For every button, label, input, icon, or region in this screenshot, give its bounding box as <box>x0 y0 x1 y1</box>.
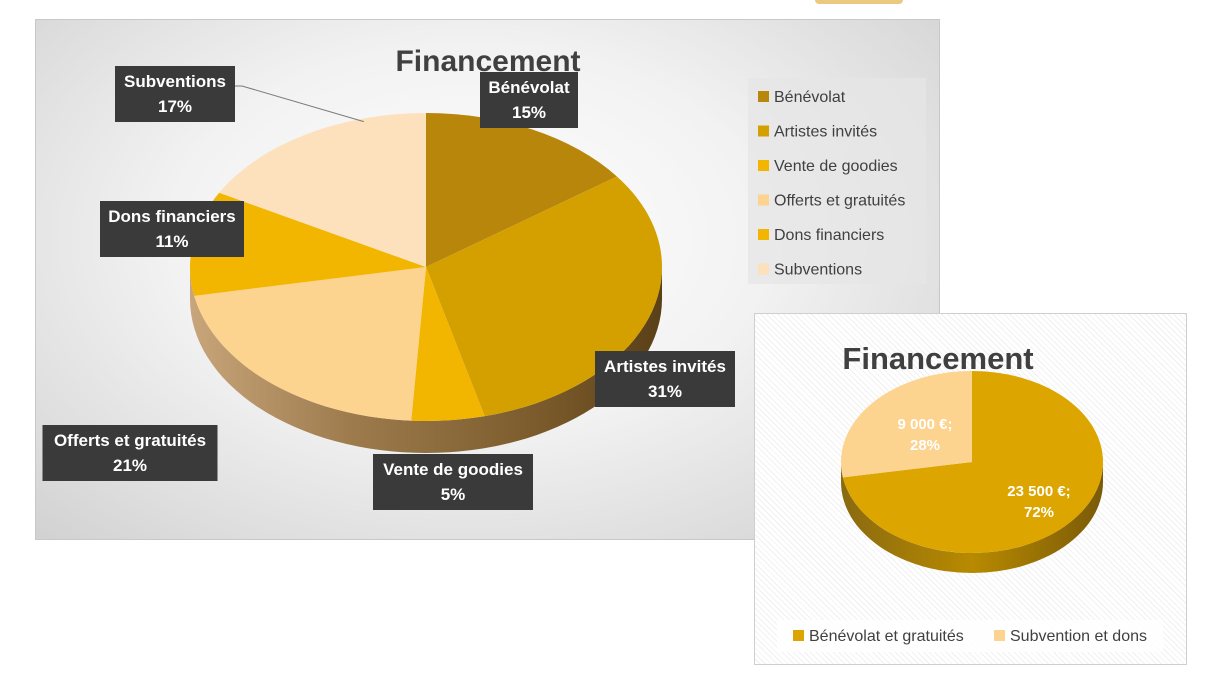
pie-2-slice-subvention-et-dons <box>841 371 972 478</box>
data-label-subventions-line-1: 17% <box>158 97 192 116</box>
legend-1-swatch <box>758 229 769 240</box>
pie-1-slice-vente-de-goodies <box>411 267 485 422</box>
legend-1-label: Subventions <box>774 262 862 279</box>
pie-chart-2-canvas: Financement 23 500 €; 72% 9 000 €; 28% Béné… <box>777 341 1163 652</box>
pie-2-data-label-benevolat-et-gratuites: 23 500 €; 72% <box>1007 483 1070 521</box>
data-label-subventions-line-0: Subventions <box>124 72 226 91</box>
legend-1-item-benevolat: Bénévolat <box>758 89 846 106</box>
legend-1-background <box>748 78 926 284</box>
legend-1-swatch <box>758 263 769 275</box>
pie-2-data-labels: 23 500 €; 72% 9 000 €; 28% <box>897 416 1070 521</box>
legend-2-swatch <box>994 630 1005 641</box>
data-label-vente-de-goodies: Vente de goodies 5% <box>373 454 533 510</box>
legend-1-item-vente-de-goodies: Vente de goodies <box>758 158 898 175</box>
legend-2-label: Bénévolat et gratuités <box>809 628 964 645</box>
pie-1-slice-benevolat <box>426 113 617 267</box>
pie-2-slices <box>841 371 1104 553</box>
pie-1-leader-lines <box>235 85 364 123</box>
pie-chart-financement-detail: Financement Bénévolat 15% Artistes invités… <box>35 19 940 540</box>
pie-1-slice-offerts-et-gratuites <box>194 267 426 421</box>
legend-1-label: Dons financiers <box>774 227 884 244</box>
chart-2-title: Financement <box>842 341 1033 376</box>
legend-1-swatch <box>758 194 769 206</box>
legend-1-label: Offerts et gratuités <box>774 193 905 210</box>
data-label-benevolat-line-1: 15% <box>512 103 546 122</box>
pie-2-side-wall <box>841 462 1103 573</box>
pie-chart-financement-summary: Financement 23 500 €; 72% 9 000 €; 28% Béné… <box>754 313 1187 665</box>
legend-1-label: Artistes invités <box>774 124 877 141</box>
data-label-offerts-et-gratuites-line-1: 21% <box>113 456 147 475</box>
legend-1-item-artistes-invites: Artistes invités <box>758 124 877 141</box>
pie-1-slice-subventions <box>219 113 426 267</box>
leader-line-subventions <box>235 85 364 123</box>
data-label-offerts-et-gratuites-line-0: Offerts et gratuités <box>54 431 206 450</box>
data-label-artistes-invites: Artistes invités 31% <box>595 351 735 407</box>
data-label-dons-financiers-line-0: Dons financiers <box>108 207 236 226</box>
data-label-dons-financiers-line-1: 11% <box>155 232 188 251</box>
pie-1-slice-dons-financiers <box>189 192 426 296</box>
legend-1-swatch <box>758 125 769 137</box>
legend-1-label: Vente de goodies <box>774 158 898 175</box>
pie-1-data-labels: Bénévolat 15% Artistes invités 31% Vente de … <box>42 66 735 510</box>
legend-1-swatch <box>758 160 769 171</box>
pie-2-percent-label: 72% <box>1024 504 1054 521</box>
legend-1: Bénévolat Artistes invités Vente de goodie… <box>748 78 926 284</box>
data-label-vente-de-goodies-line-1: 5% <box>441 485 466 504</box>
legend-1-item-offerts-et-gratuites: Offerts et gratuités <box>758 193 905 210</box>
legend-1-label: Bénévolat <box>774 89 846 106</box>
legend-2-swatch <box>793 630 804 641</box>
data-label-vente-de-goodies-line-0: Vente de goodies <box>383 460 523 479</box>
data-label-dons-financiers: Dons financiers 11% <box>100 201 244 257</box>
data-label-offerts-et-gratuites: Offerts et gratuités 21% <box>42 425 218 481</box>
pie-2-data-label-subvention-et-dons: 9 000 €; 28% <box>897 416 952 454</box>
legend-2-item-benevolat-et-gratuites: Bénévolat et gratuités <box>793 628 964 645</box>
pie-2-value-label: 9 000 €; <box>897 416 952 433</box>
pie-1-slices <box>189 113 663 422</box>
pie-2-depth <box>841 462 1103 573</box>
pie-1-side-wall <box>190 267 662 453</box>
legend-1-swatch <box>758 91 769 102</box>
pie-1-depth <box>190 267 662 453</box>
legend-2-background <box>777 620 1163 652</box>
data-label-artistes-invites-line-1: 31% <box>648 382 682 401</box>
data-label-subventions: Subventions 17% <box>115 66 235 122</box>
legend-1-item-subventions: Subventions <box>758 262 862 279</box>
logo-fragment <box>815 0 903 4</box>
pie-2-percent-label: 28% <box>910 437 940 454</box>
legend-1-item-dons-financiers: Dons financiers <box>758 227 884 244</box>
pie-2-value-label: 23 500 €; <box>1007 483 1070 500</box>
data-label-benevolat: Bénévolat 15% <box>480 72 578 128</box>
pie-2-slice-benevolat-et-gratuites <box>842 371 1104 553</box>
data-label-benevolat-line-0: Bénévolat <box>488 78 570 97</box>
legend-2-label: Subvention et dons <box>1010 628 1147 645</box>
data-label-artistes-invites-line-0: Artistes invités <box>604 357 726 376</box>
legend-2: Bénévolat et gratuités Subvention et dons <box>777 620 1163 652</box>
legend-2-item-subvention-et-dons: Subvention et dons <box>994 628 1147 645</box>
